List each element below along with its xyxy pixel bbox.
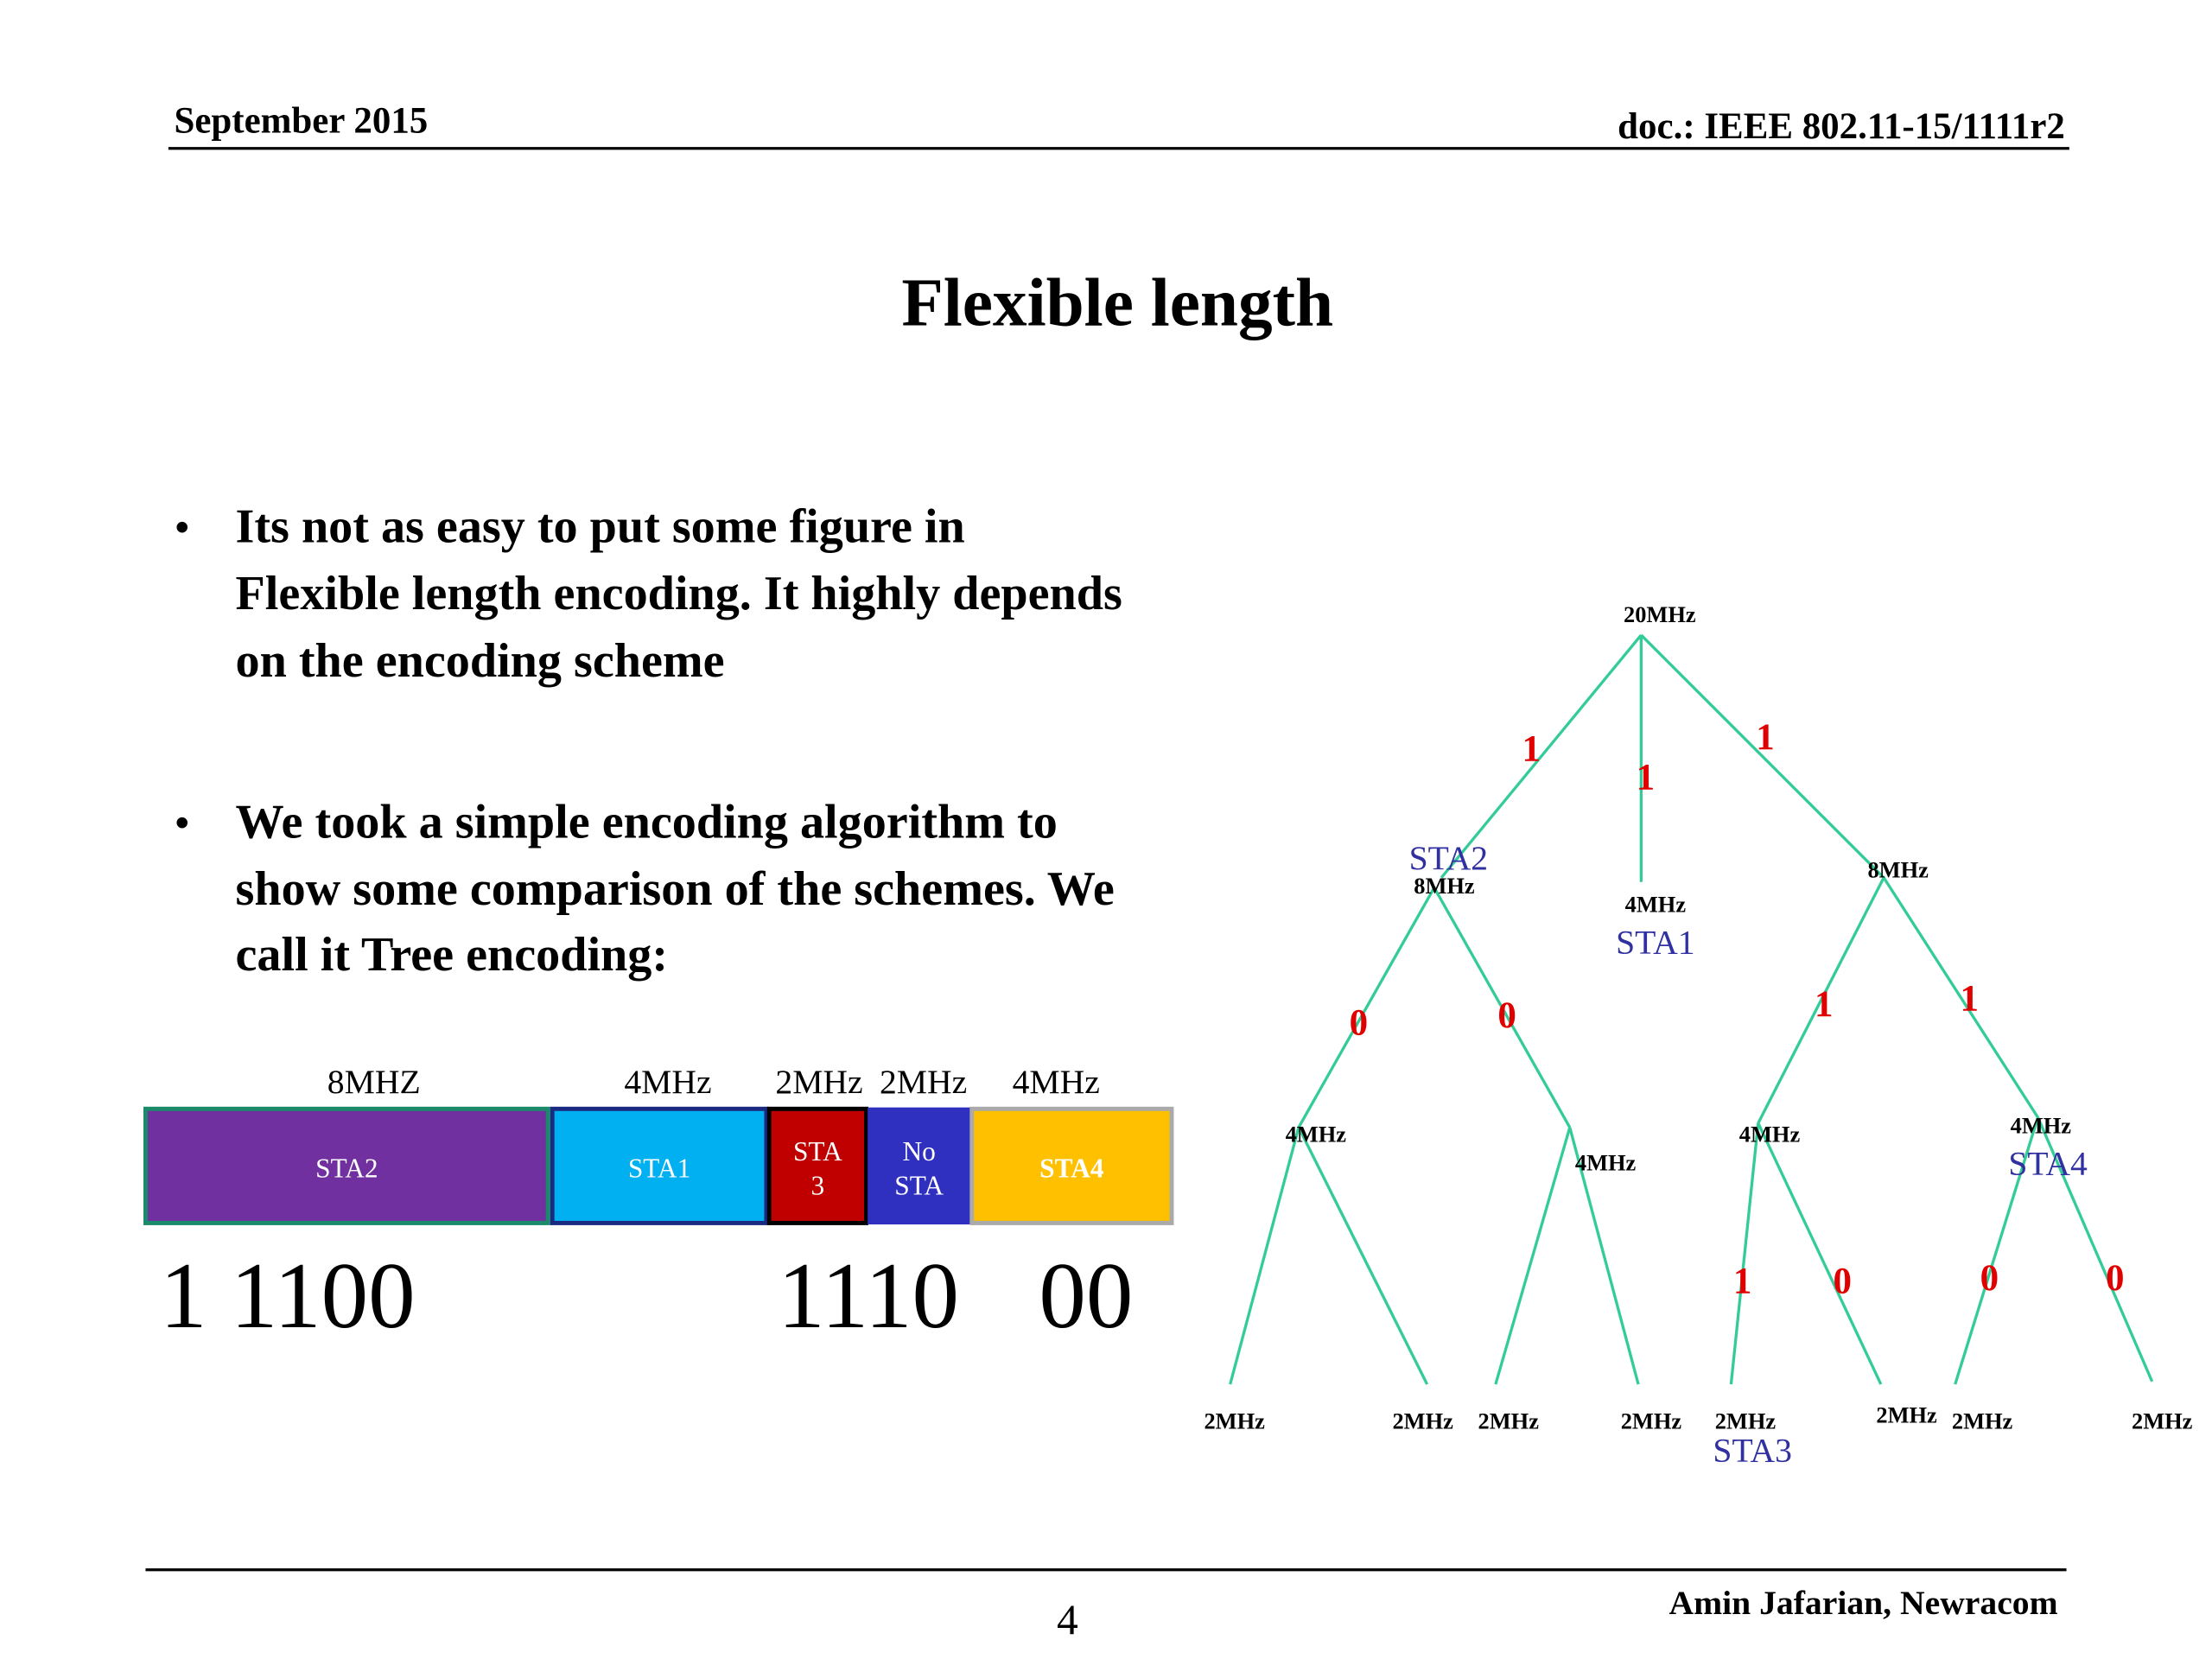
page-number: 4 — [1057, 1596, 1078, 1643]
segment-label: STA1 — [628, 1154, 690, 1184]
bullet-text: show some comparison of the schemes. We — [236, 862, 1115, 916]
bar-label: 2MHz — [880, 1063, 967, 1101]
bar-label: 4MHz — [1013, 1063, 1100, 1101]
node-label: 4MHz — [1286, 1121, 1347, 1147]
node-sta: STA4 — [2008, 1144, 2088, 1182]
node-label: 2MHz — [2132, 1408, 2193, 1433]
node-label: 4MHz — [1739, 1121, 1801, 1147]
segment — [143, 1106, 550, 1225]
edge-label: 1 — [1522, 728, 1540, 769]
node-label: 2MHz — [1478, 1408, 1540, 1433]
segment — [550, 1106, 769, 1225]
edge-label: 0 — [2106, 1258, 2124, 1299]
bar-label: 8MHZ — [327, 1063, 421, 1101]
node-sta: STA3 — [1713, 1431, 1792, 1469]
edge-label: 0 — [1980, 1258, 1999, 1299]
edge-label: 0 — [1497, 995, 1516, 1036]
segment-label: STA — [793, 1136, 842, 1166]
bullet-text: call it Tree encoding: — [236, 928, 669, 982]
edge-label: 1 — [1815, 984, 1833, 1025]
edge-label: 1 — [1756, 717, 1774, 758]
bar-label: 4MHz — [624, 1063, 711, 1101]
code: 00 — [1039, 1243, 1133, 1348]
bullet-text: We took a simple encoding algorithm to — [236, 795, 1058, 849]
edge-label: 1 — [1637, 757, 1655, 798]
header-doc: doc.: IEEE 802.11-15/1111r2 — [1618, 106, 2065, 147]
bullet-dot: • — [174, 503, 190, 553]
segment-label: STA — [894, 1170, 944, 1200]
node-sta: STA2 — [1409, 839, 1489, 877]
segment-label: 3 — [811, 1170, 825, 1200]
code: 1 1100 — [160, 1243, 416, 1348]
node-sta: STA1 — [1616, 923, 1695, 961]
node-label: 2MHz — [1952, 1408, 2013, 1433]
segment — [766, 1106, 869, 1225]
node-label: 4MHz — [1625, 891, 1687, 917]
segment-label: No — [902, 1136, 935, 1166]
bullet-text: on the encoding scheme — [236, 634, 725, 688]
code: 1110 — [778, 1243, 959, 1348]
edge-label: 1 — [1960, 978, 1978, 1019]
node-label: 8MHz — [1867, 857, 1929, 883]
bullet-text: Its not as easy to put some figure in — [236, 500, 965, 554]
node-label: 2MHz — [1392, 1408, 1453, 1433]
segment-label: STA2 — [315, 1154, 378, 1184]
bullet-dot: • — [174, 798, 190, 848]
segment-label: STA4 — [1039, 1154, 1104, 1184]
node-label: 2MHz — [1204, 1408, 1265, 1433]
slide-title: Flexible length — [901, 265, 1333, 341]
node-label: 2MHz — [1876, 1402, 1937, 1428]
node-label: 20MHz — [1624, 601, 1696, 627]
node-label: 8MHz — [1414, 873, 1475, 899]
node-label: 4MHz — [2011, 1112, 2072, 1138]
node-label: 2MHz — [1715, 1408, 1777, 1433]
tree-diagram — [1229, 633, 2154, 1385]
edge-label: 0 — [1833, 1261, 1851, 1301]
edge-label: 0 — [1350, 1002, 1368, 1043]
footer-author: Amin Jafarian, Newracom — [1669, 1584, 2058, 1622]
header-date: September 2015 — [174, 101, 428, 142]
node-label: 2MHz — [1621, 1408, 1682, 1433]
edge-label: 1 — [1733, 1261, 1751, 1301]
segment — [969, 1106, 1174, 1225]
node-label: 4MHz — [1575, 1149, 1637, 1175]
segment — [868, 1107, 971, 1225]
bar-label: 2MHz — [775, 1063, 862, 1101]
bullet-text: Flexible length encoding. It highly depe… — [236, 567, 1122, 620]
encoding-bar — [143, 1106, 1174, 1225]
